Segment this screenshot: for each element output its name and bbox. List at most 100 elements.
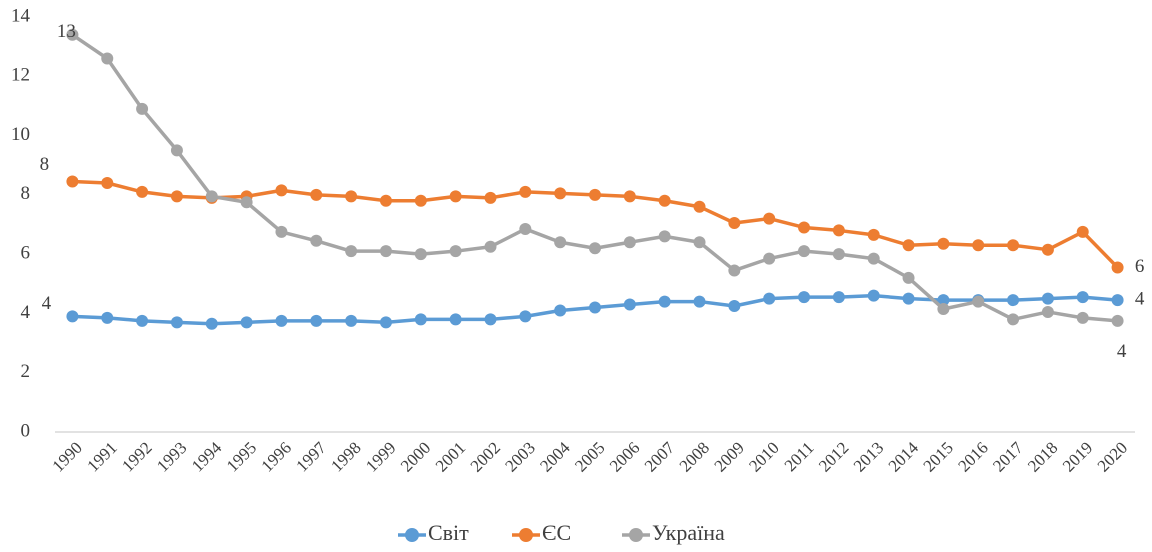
x-tick-label: 1991 (83, 438, 120, 475)
legend-marker (629, 528, 643, 542)
data-point (449, 245, 462, 258)
data-point (275, 184, 288, 197)
data-point (240, 316, 253, 329)
data-point (345, 245, 358, 258)
x-tick-label: 2016 (954, 438, 991, 475)
data-point (205, 190, 218, 203)
x-tick-label: 1998 (327, 438, 364, 475)
data-point (1076, 291, 1089, 304)
legend-label: Україна (652, 520, 725, 545)
x-tick-label: 1990 (49, 438, 86, 475)
data-point (66, 175, 79, 188)
legend-label: Світ (428, 520, 469, 545)
data-label: 13 (57, 21, 76, 42)
legend-marker (519, 528, 533, 542)
data-point (1111, 261, 1124, 274)
data-point (972, 239, 985, 252)
data-point (623, 236, 636, 249)
x-tick-label: 2017 (989, 438, 1027, 476)
data-point (902, 239, 915, 252)
data-point (798, 221, 811, 234)
data-point (1111, 314, 1124, 327)
data-point (310, 314, 323, 327)
data-point (484, 313, 497, 326)
x-tick-label: 2013 (850, 438, 887, 475)
data-point (728, 300, 741, 313)
data-point (519, 185, 532, 198)
data-point (554, 236, 567, 249)
data-point (275, 314, 288, 327)
data-point (763, 212, 776, 225)
data-point (449, 313, 462, 326)
data-point (589, 242, 601, 255)
data-point (867, 228, 880, 241)
data-point (66, 28, 79, 41)
data-point (1007, 313, 1020, 326)
data-point (658, 295, 671, 308)
data-point (101, 311, 114, 324)
x-tick-label: 2010 (745, 438, 782, 475)
data-point (623, 190, 636, 203)
data-label: 4 (1135, 288, 1145, 309)
data-point (136, 102, 149, 115)
data-point (136, 314, 149, 327)
x-tick-label: 1992 (118, 438, 155, 475)
data-point (902, 292, 915, 305)
data-point (170, 144, 183, 157)
x-tick-label: 1996 (258, 438, 295, 475)
data-point (728, 264, 741, 277)
legend-marker (405, 528, 419, 542)
data-point (1041, 292, 1054, 305)
data-point (867, 252, 880, 265)
data-point (623, 298, 636, 311)
x-tick-label: 2018 (1024, 438, 1061, 475)
y-tick-label: 2 (21, 361, 31, 382)
data-point (763, 252, 776, 265)
data-point (937, 294, 950, 307)
data-point (1076, 225, 1089, 238)
x-tick-label: 2009 (710, 438, 747, 475)
x-tick-label: 1999 (362, 438, 399, 475)
x-tick-label: 2020 (1094, 438, 1131, 475)
data-point (379, 245, 392, 258)
x-tick-label: 1995 (223, 438, 260, 475)
data-point (693, 200, 706, 213)
data-point (589, 188, 601, 201)
data-point (554, 304, 567, 317)
data-point (519, 222, 532, 235)
x-tick-label: 2004 (536, 438, 574, 476)
data-point (658, 194, 671, 207)
data-point (101, 177, 114, 189)
data-point (693, 295, 706, 308)
y-tick-label: 0 (21, 420, 31, 441)
data-point (414, 248, 427, 261)
x-tick-label: 2007 (641, 438, 679, 476)
series-line (71, 33, 1118, 323)
data-point (1041, 305, 1054, 318)
data-point (170, 316, 183, 329)
x-tick-label: 2000 (397, 438, 434, 475)
data-point (275, 225, 288, 238)
y-tick-label: 4 (21, 302, 31, 323)
data-point (832, 224, 845, 237)
x-tick-label: 1993 (153, 438, 190, 475)
x-tick-label: 2006 (606, 438, 643, 475)
data-point (763, 292, 776, 305)
x-tick-label: 2001 (432, 438, 469, 475)
data-point (1007, 294, 1020, 307)
data-point (867, 289, 880, 302)
data-point (832, 248, 845, 261)
data-label: 8 (40, 154, 50, 175)
data-point (484, 240, 497, 253)
y-tick-label: 14 (11, 5, 31, 26)
data-point (310, 234, 323, 247)
data-point (379, 194, 392, 207)
data-point (379, 316, 392, 329)
y-tick-label: 12 (11, 65, 30, 86)
data-point (345, 314, 358, 327)
x-tick-label: 2011 (781, 438, 818, 475)
x-tick-label: 1994 (188, 438, 226, 476)
data-point (1041, 243, 1054, 256)
data-point (136, 185, 149, 198)
